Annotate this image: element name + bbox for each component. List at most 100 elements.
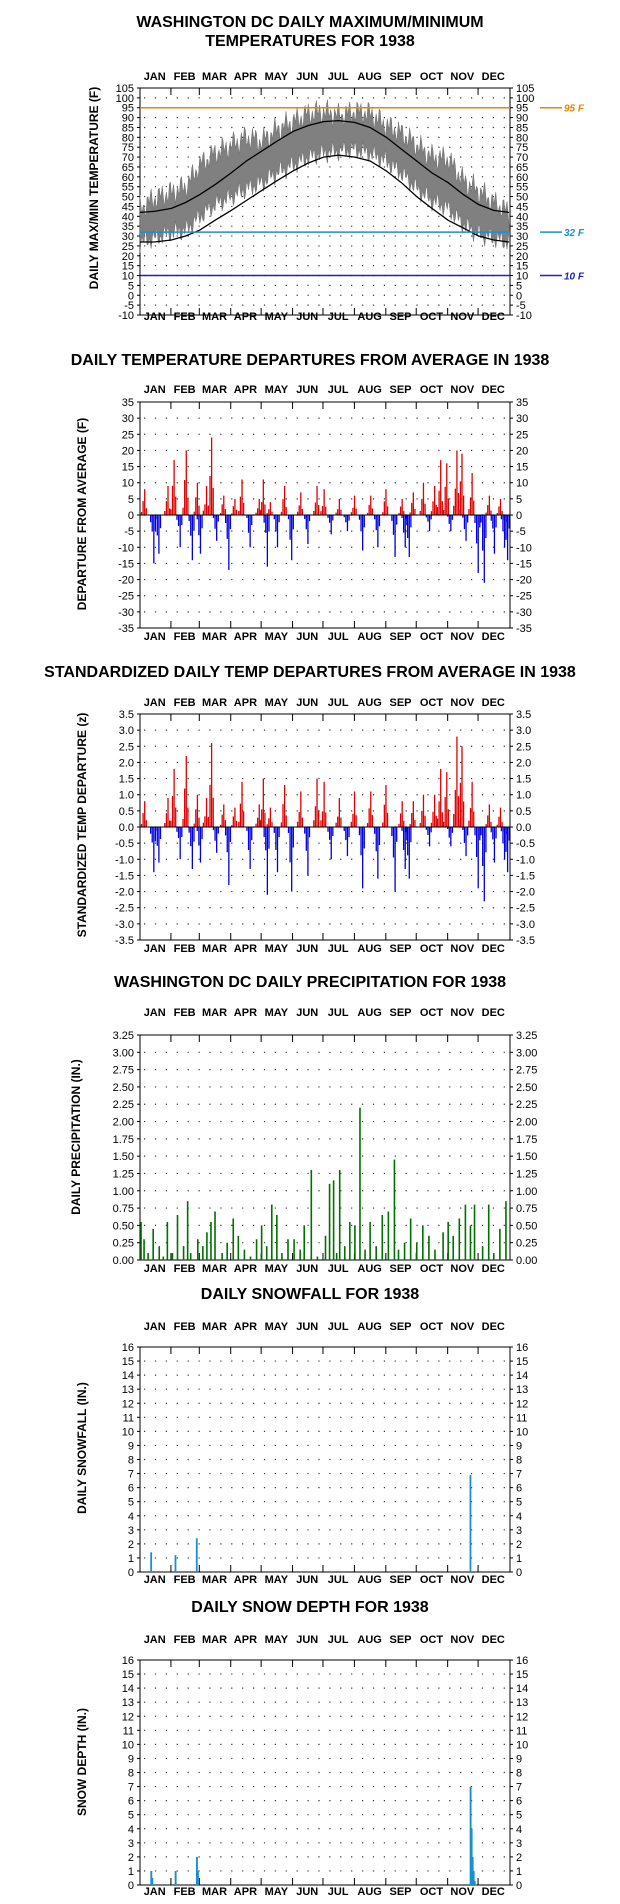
- standardized-month-label-bottom: JUN: [296, 943, 318, 955]
- precipitation-month-label-bottom: OCT: [420, 1263, 444, 1275]
- precipitation-bar: [196, 1239, 199, 1260]
- precipitation-bar: [393, 1159, 396, 1260]
- departures-bar: [479, 515, 481, 528]
- departures-bar: [425, 515, 428, 518]
- precipitation-bar: [186, 1201, 189, 1260]
- departures-bar: [501, 510, 503, 515]
- standardized-bar: [195, 809, 197, 827]
- departures-bar: [330, 515, 332, 535]
- departures-bar: [451, 515, 454, 520]
- standardized-bar: [382, 822, 384, 827]
- standardized-bar: [204, 816, 206, 827]
- standardized-bar: [257, 817, 259, 827]
- departures-bar: [264, 504, 266, 515]
- standardized-bar: [275, 827, 277, 850]
- departures-month-label-top: JUN: [296, 384, 318, 396]
- standardized-bar: [335, 822, 337, 827]
- standardized-bar: [305, 827, 307, 851]
- standardized-bar: [498, 816, 500, 827]
- standardized-bar: [469, 807, 472, 827]
- panel-departures: DAILY TEMPERATURE DEPARTURES FROM AVERAG…: [71, 352, 550, 643]
- snowdepth-y-tick-label-left: 6: [128, 1796, 134, 1808]
- standardized-bar: [474, 827, 476, 836]
- temps-y-tick-label-left: 65: [122, 162, 134, 174]
- panel-temps: WASHINGTON DC DAILY MAXIMUM/MINIMUM TEMP…: [87, 14, 585, 323]
- standardized-month-label-top: JUN: [296, 697, 318, 709]
- precipitation-bar: [332, 1180, 335, 1260]
- standardized-bar: [465, 827, 467, 857]
- temps-y-tick-label-left: 50: [122, 192, 134, 204]
- departures-month-label-top: DEC: [482, 384, 505, 396]
- standardized-bar: [493, 827, 496, 863]
- departures-bar: [191, 515, 193, 561]
- temps-month-label-top: MAY: [265, 71, 289, 83]
- snowdepth-y-tick-label-right: 15: [516, 1669, 528, 1681]
- departures-bar: [175, 496, 177, 515]
- standardized-month-label-bottom: APR: [234, 943, 257, 955]
- standardized-bar: [165, 813, 168, 827]
- snowfall-y-tick-label-right: 2: [516, 1539, 522, 1551]
- standardized-bar: [168, 820, 171, 827]
- snowfall-month-label-bottom: AUG: [357, 1574, 381, 1586]
- precipitation-bar: [487, 1204, 490, 1260]
- temps-normal-max-line: [139, 119, 510, 214]
- departures-bar: [304, 515, 306, 519]
- departures-bar: [363, 515, 365, 528]
- standardized-bar: [259, 819, 261, 827]
- standardized-bar: [348, 827, 350, 838]
- departures-bar: [398, 513, 400, 515]
- departures-y-tick-label-left: 20: [122, 445, 134, 457]
- snowdepth-month-label-bottom: DEC: [482, 1886, 505, 1898]
- temps-y-tick-label-left: 90: [122, 113, 134, 125]
- standardized-bar: [411, 813, 413, 827]
- departures-bar: [444, 486, 446, 515]
- departures-bar: [217, 515, 219, 522]
- panel-snowfall-y-axis-label: DAILY SNOWFALL (IN.): [75, 1382, 89, 1514]
- standardized-bar: [345, 827, 347, 841]
- departures-bar: [214, 515, 216, 529]
- snowdepth-y-tick-label-left: 11: [123, 1725, 134, 1737]
- snowfall-month-label-top: SEP: [390, 1321, 412, 1333]
- departures-bar: [366, 512, 369, 515]
- snowdepth-bar: [469, 1786, 472, 1885]
- snowfall-y-tick-label-left: 4: [128, 1511, 134, 1523]
- precipitation-y-tick-label-left: 2.50: [113, 1082, 134, 1094]
- departures-bar: [465, 515, 467, 541]
- snowfall-y-tick-label-left: 1: [128, 1553, 134, 1565]
- departures-bar: [350, 512, 352, 515]
- departures-bar: [410, 515, 412, 528]
- departures-bar: [450, 515, 452, 532]
- snowdepth-month-label-bottom: SEP: [390, 1886, 412, 1898]
- standardized-bar: [316, 778, 318, 827]
- departures-y-tick-label-right: 5: [516, 494, 522, 506]
- departures-bar: [442, 510, 445, 515]
- snowdepth-dot-grid: [144, 1673, 506, 1872]
- panel-standardized-plot: -3.5 -3.5 -3.0 -3.0 -2.5 -2.5 -2.0 -2.0 -1.5 -1.5…: [115, 697, 535, 955]
- standardized-y-tick-label-right: -3.5: [516, 935, 535, 947]
- departures-bar: [321, 506, 324, 515]
- snowfall-bars: [150, 1474, 472, 1572]
- precipitation-bar: [176, 1215, 179, 1260]
- standardized-bar: [360, 827, 362, 856]
- departures-bar: [432, 501, 434, 515]
- snowfall-y-tick-label-left: 10: [122, 1426, 134, 1438]
- standardized-bar: [398, 823, 400, 827]
- standardized-bar: [353, 791, 356, 827]
- departures-bar: [296, 511, 299, 515]
- temps-y-tick-label-right: 55: [516, 182, 528, 194]
- standardized-bar: [485, 824, 487, 827]
- snowdepth-y-tick-label-right: 9: [516, 1753, 522, 1765]
- departures-bar: [182, 507, 184, 515]
- departures-bar: [374, 515, 376, 520]
- departures-y-tick-label-left: 15: [122, 462, 134, 474]
- standardized-bar: [260, 820, 262, 827]
- snowfall-month-label-bottom: JAN: [144, 1574, 166, 1586]
- departures-bar: [165, 501, 168, 515]
- departures-bar: [285, 506, 287, 515]
- standardized-bar: [433, 794, 436, 827]
- standardized-bar: [262, 778, 264, 827]
- standardized-bar: [263, 827, 265, 838]
- standardized-bar: [337, 816, 339, 827]
- departures-bar: [457, 492, 460, 515]
- standardized-bar: [343, 827, 345, 831]
